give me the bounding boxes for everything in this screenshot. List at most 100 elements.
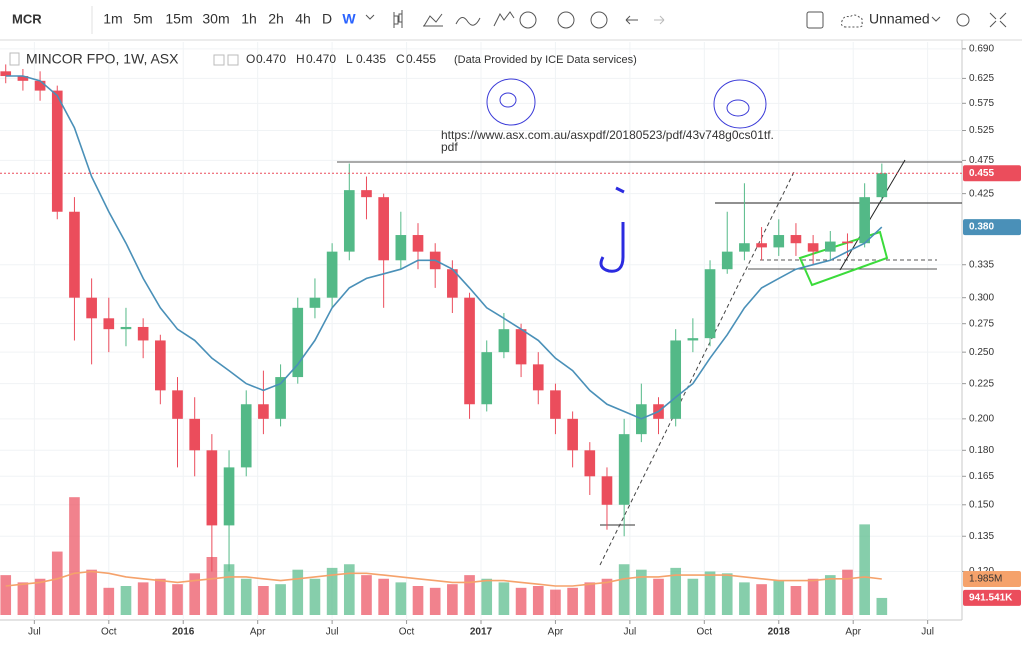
y-tick-label: 0.225 <box>969 378 994 389</box>
volume-bar <box>51 551 63 615</box>
r-icon[interactable] <box>519 11 537 29</box>
candle-body <box>687 338 699 341</box>
candle-body <box>361 190 372 198</box>
volume-bar <box>309 578 321 615</box>
interval-button[interactable]: 2h <box>268 11 284 27</box>
volume-bar <box>876 597 888 615</box>
volume-bar <box>120 586 132 615</box>
candle-body <box>309 297 321 308</box>
volume-bar <box>326 567 338 615</box>
volume-bar <box>618 564 630 615</box>
volume-bar <box>687 578 699 615</box>
layout-name[interactable]: Unnamed <box>869 11 930 27</box>
interval-button[interactable]: D <box>322 11 332 27</box>
candle-body <box>807 243 819 252</box>
volume-bar <box>790 586 802 615</box>
volume-bar <box>481 578 493 615</box>
volume-bar <box>361 575 372 615</box>
annotation: https://www.asx.com.au/asxpdf/20180523/p… <box>441 128 774 142</box>
volume-bar <box>636 569 647 615</box>
candle-body <box>721 251 733 270</box>
volume-bar <box>721 573 733 615</box>
ohlc-label: L <box>346 52 353 66</box>
candle-body <box>739 243 750 252</box>
y-tick-label: 0.335 <box>969 259 994 270</box>
alert-icon[interactable] <box>557 11 575 29</box>
interval-button[interactable]: 4h <box>295 11 311 27</box>
y-tick-label: 0.300 <box>969 292 994 303</box>
x-tick-label: 2017 <box>470 627 493 638</box>
volume-bar <box>172 584 183 615</box>
pen-drawing <box>599 186 625 273</box>
settings-icon[interactable] <box>956 13 970 27</box>
annotation: pdf <box>441 140 458 154</box>
interval-button[interactable]: W <box>342 11 356 27</box>
ohlc-label: O <box>246 52 255 66</box>
candles-icon[interactable] <box>393 10 403 28</box>
candle-body <box>258 404 269 419</box>
candle-body <box>69 211 80 298</box>
chevron[interactable] <box>365 14 375 20</box>
ohlc-value: 0.470 <box>306 52 336 66</box>
candle-body <box>275 377 286 419</box>
volume-bar <box>584 582 596 615</box>
moving-average-line <box>5 75 883 420</box>
candle-body <box>34 80 46 91</box>
volume-ma-line <box>5 570 882 587</box>
x-tick-label: Jul <box>326 627 339 638</box>
eye-icon[interactable] <box>213 54 225 66</box>
circle-drawing <box>499 92 517 108</box>
volume-bar <box>653 578 664 615</box>
y-tick-label: 0.575 <box>969 98 994 109</box>
interval-button[interactable]: 5m <box>133 11 152 27</box>
last-price-label: 0.455 <box>969 168 994 179</box>
x-tick-label: Jul <box>921 627 934 638</box>
settings-icon[interactable] <box>227 54 239 66</box>
y-tick-label: 0.690 <box>969 43 994 54</box>
interval-button[interactable]: 1m <box>103 11 122 27</box>
ohlc-value: 0.470 <box>256 52 286 66</box>
interval-button[interactable]: 15m <box>165 11 192 27</box>
collapse-icon[interactable] <box>9 52 20 66</box>
symbol[interactable]: MCR <box>12 11 42 26</box>
y-tick-label: 0.135 <box>969 531 994 542</box>
candle-body <box>343 190 355 252</box>
cloud-icon[interactable] <box>841 14 863 28</box>
circle-drawing <box>726 99 750 117</box>
indicator-icon[interactable] <box>423 13 443 27</box>
y-tick-label: 0.250 <box>969 347 994 358</box>
interval-button[interactable]: 1h <box>241 11 257 27</box>
ohlc-label: C <box>396 52 405 66</box>
price-pane <box>0 64 962 572</box>
candle-body <box>670 340 682 419</box>
checkbox[interactable] <box>806 11 824 29</box>
replay-icon[interactable] <box>493 11 515 27</box>
volume-last-label: 941.541K <box>969 593 1013 604</box>
candle-body <box>137 326 149 341</box>
chart-title: MINCOR FPO, 1W, ASX <box>26 51 179 67</box>
axes: 0.690 0.625 0.575 0.525 0.475 0.425 0.335 0.300… <box>28 43 1021 638</box>
candle-body <box>515 329 527 365</box>
candle-body <box>550 390 561 419</box>
toolbar-bg <box>0 0 1022 40</box>
chevron[interactable] <box>931 16 941 22</box>
volume-bar <box>137 582 149 615</box>
compare-icon[interactable] <box>455 17 481 26</box>
candle-body <box>51 90 63 212</box>
volume-bar <box>155 578 166 615</box>
last-price-label-bg <box>963 165 1021 182</box>
x-tick-label: Oct <box>101 627 117 638</box>
candle-body <box>618 434 630 505</box>
volume-bar <box>515 587 527 615</box>
fullscreen-icon[interactable] <box>989 12 1007 28</box>
volume-bar <box>258 586 269 615</box>
volume-bar <box>447 584 458 615</box>
candle-body <box>859 197 870 244</box>
candle-body <box>447 269 458 298</box>
play-icon[interactable] <box>590 11 608 29</box>
volume-ma-label-bg <box>963 571 1021 588</box>
undo-icon[interactable] <box>625 15 638 25</box>
x-tick-label: 2018 <box>768 627 791 638</box>
interval-button[interactable]: 30m <box>202 11 229 27</box>
redo-icon[interactable] <box>654 15 665 25</box>
